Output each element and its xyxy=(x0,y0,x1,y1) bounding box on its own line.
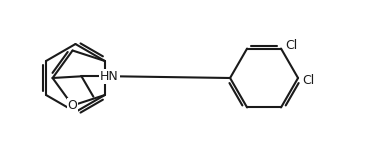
Text: Cl: Cl xyxy=(302,74,314,87)
Text: HN: HN xyxy=(100,70,119,83)
Text: Cl: Cl xyxy=(285,39,297,52)
Text: O: O xyxy=(68,99,77,112)
